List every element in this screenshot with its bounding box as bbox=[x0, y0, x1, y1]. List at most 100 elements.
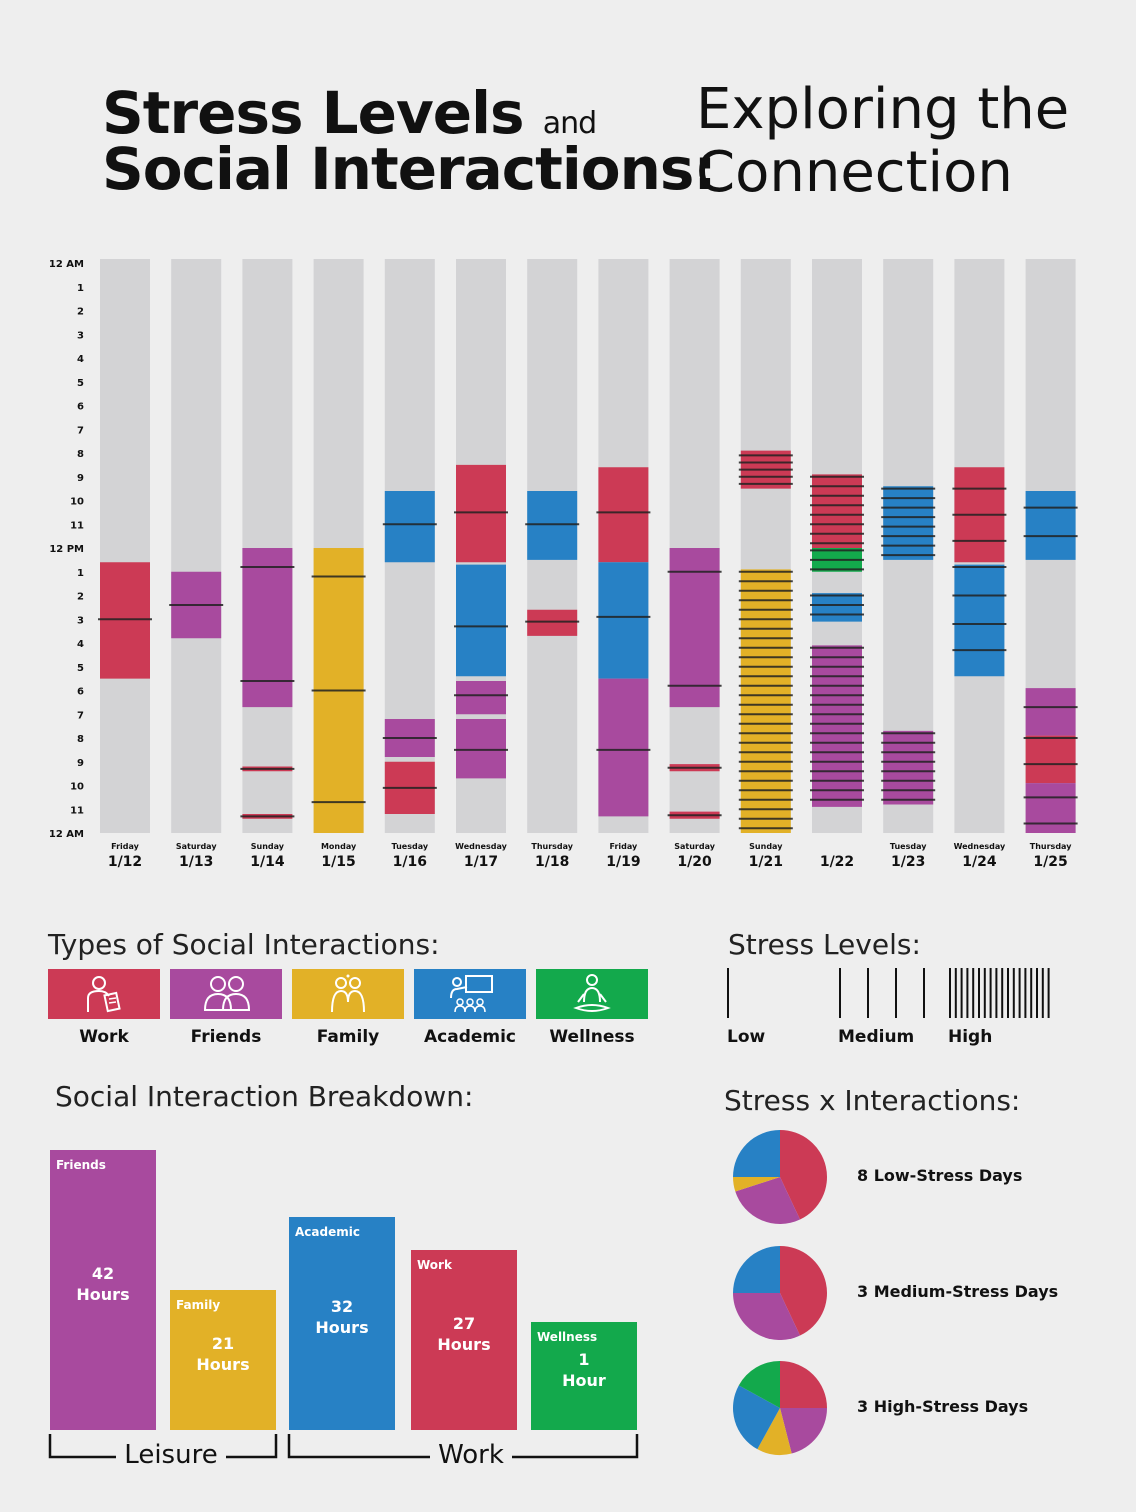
stress-high-label: High bbox=[948, 1027, 993, 1047]
day-column-background bbox=[100, 259, 150, 833]
family-icon bbox=[331, 974, 365, 1013]
day-name: Thursday bbox=[531, 842, 573, 851]
day-date: 1/19 bbox=[606, 854, 640, 870]
hour-label: 11 bbox=[70, 520, 84, 531]
breakdown-bar-wellness: Wellness 1 Hour bbox=[531, 1322, 637, 1430]
stress-medium-label: Medium bbox=[838, 1027, 915, 1047]
day-column bbox=[454, 259, 508, 833]
hour-label: 12 AM bbox=[49, 829, 84, 840]
day-column bbox=[952, 259, 1007, 833]
hour-label: 3 bbox=[77, 330, 84, 341]
day-date: 1/15 bbox=[321, 854, 355, 870]
pie-label: 3 Medium-Stress Days bbox=[857, 1282, 1059, 1301]
interaction-block-academic bbox=[954, 564, 1005, 677]
interaction-block-friends bbox=[598, 678, 649, 817]
day-date: 1/14 bbox=[250, 854, 285, 870]
interaction-block-friends bbox=[1025, 688, 1076, 736]
hour-label: 6 bbox=[77, 402, 84, 413]
legend-label-wellness: Wellness bbox=[549, 1027, 635, 1047]
friends-icon bbox=[203, 976, 250, 1011]
stress-levels-title: Stress Levels: bbox=[728, 928, 921, 961]
day-date: 1/12 bbox=[108, 854, 142, 870]
hour-label: 7 bbox=[77, 425, 84, 436]
interaction-block-academic bbox=[1025, 491, 1076, 560]
day-name: Wednesday bbox=[954, 842, 1006, 851]
interaction-block-work bbox=[598, 467, 649, 563]
day-column-background bbox=[171, 259, 222, 833]
stress-low-label: Low bbox=[727, 1027, 766, 1047]
breakdown-bar-family: Family 21 Hours bbox=[170, 1290, 276, 1430]
bar-category-label: Wellness bbox=[537, 1330, 598, 1344]
interaction-block-friends bbox=[456, 719, 506, 779]
pie-slice-work bbox=[780, 1361, 827, 1408]
day-name: Wednesday bbox=[455, 842, 507, 851]
interaction-block-academic bbox=[527, 491, 578, 560]
day-date: 1/16 bbox=[393, 854, 427, 870]
day-column-background bbox=[242, 259, 293, 833]
interaction-block-academic bbox=[384, 491, 435, 563]
title-stress-levels: Stress Levels bbox=[102, 79, 525, 147]
bar-value-label: 42 Hours bbox=[76, 1264, 130, 1304]
hour-label: 10 bbox=[70, 782, 84, 793]
hour-label: 10 bbox=[70, 497, 84, 508]
stress-pie bbox=[733, 1130, 827, 1224]
interaction-block-friends bbox=[242, 548, 293, 708]
day-date: 1/20 bbox=[677, 854, 712, 870]
day-name: Friday bbox=[610, 842, 639, 851]
legend-label-friends: Friends bbox=[190, 1027, 262, 1047]
hour-label: 8 bbox=[77, 734, 84, 745]
pie-slice-family bbox=[757, 1408, 792, 1455]
wellness-icon bbox=[573, 974, 611, 1012]
interaction-block-friends bbox=[812, 645, 862, 807]
legend-swatch-work bbox=[48, 969, 160, 1019]
hour-label: 2 bbox=[77, 592, 84, 603]
interaction-block-academic bbox=[812, 593, 862, 622]
day-date: 1/25 bbox=[1033, 854, 1067, 870]
pie-label: 8 Low-Stress Days bbox=[857, 1166, 1023, 1185]
stress-level-medium bbox=[839, 968, 925, 1018]
hour-label: 2 bbox=[77, 307, 84, 318]
day-date: 1/23 bbox=[891, 854, 925, 870]
interaction-block-work bbox=[1025, 735, 1076, 784]
bar-value-label: 1 Hour bbox=[562, 1350, 606, 1390]
day-column bbox=[1023, 259, 1078, 833]
breakdown-title: Social Interaction Breakdown: bbox=[55, 1080, 474, 1113]
title-line-1: Stress Levels and bbox=[102, 84, 597, 142]
day-column bbox=[596, 259, 651, 833]
bar-category-label: Family bbox=[176, 1298, 221, 1312]
day-date: 1/24 bbox=[962, 854, 997, 870]
work-icon bbox=[87, 976, 121, 1013]
hour-label: 9 bbox=[77, 473, 84, 484]
breakdown-bar-friends: Friends 42 Hours bbox=[50, 1150, 156, 1430]
day-date: 1/13 bbox=[179, 854, 213, 870]
day-name: Tuesday bbox=[890, 842, 927, 851]
hour-label: 11 bbox=[70, 805, 84, 816]
group-label-work: Work bbox=[289, 1440, 653, 1470]
bar-category-label: Academic bbox=[295, 1224, 360, 1239]
title-line-2: Social Interactions: bbox=[102, 135, 717, 203]
bar-value-label: 21 Hours bbox=[196, 1334, 250, 1374]
stress-pie bbox=[733, 1361, 827, 1455]
day-column bbox=[738, 259, 793, 833]
stress-level-high bbox=[949, 968, 1050, 1018]
hour-label: 3 bbox=[77, 615, 84, 626]
pie-label: 3 High-Stress Days bbox=[857, 1397, 1029, 1416]
day-name: Friday bbox=[111, 842, 140, 851]
day-column bbox=[810, 259, 864, 833]
day-name: Sunday bbox=[251, 842, 285, 851]
pie-slice-friends bbox=[735, 1177, 801, 1224]
day-column bbox=[667, 259, 722, 833]
breakdown-bar-work: Work 27 Hours bbox=[411, 1250, 517, 1430]
title-right-2: Connection bbox=[696, 140, 1013, 205]
hour-label: 5 bbox=[77, 378, 84, 389]
hour-label: 4 bbox=[77, 639, 84, 650]
hour-label: 8 bbox=[77, 449, 84, 460]
hour-label: 9 bbox=[77, 758, 84, 769]
interaction-block-family bbox=[740, 569, 791, 833]
pie-slice-family bbox=[733, 1177, 780, 1192]
legend-label-work: Work bbox=[79, 1027, 129, 1047]
interaction-block-friends bbox=[1025, 783, 1076, 833]
day-column bbox=[98, 259, 152, 833]
day-name: Saturday bbox=[176, 842, 218, 851]
interaction-block-friends bbox=[456, 681, 506, 715]
